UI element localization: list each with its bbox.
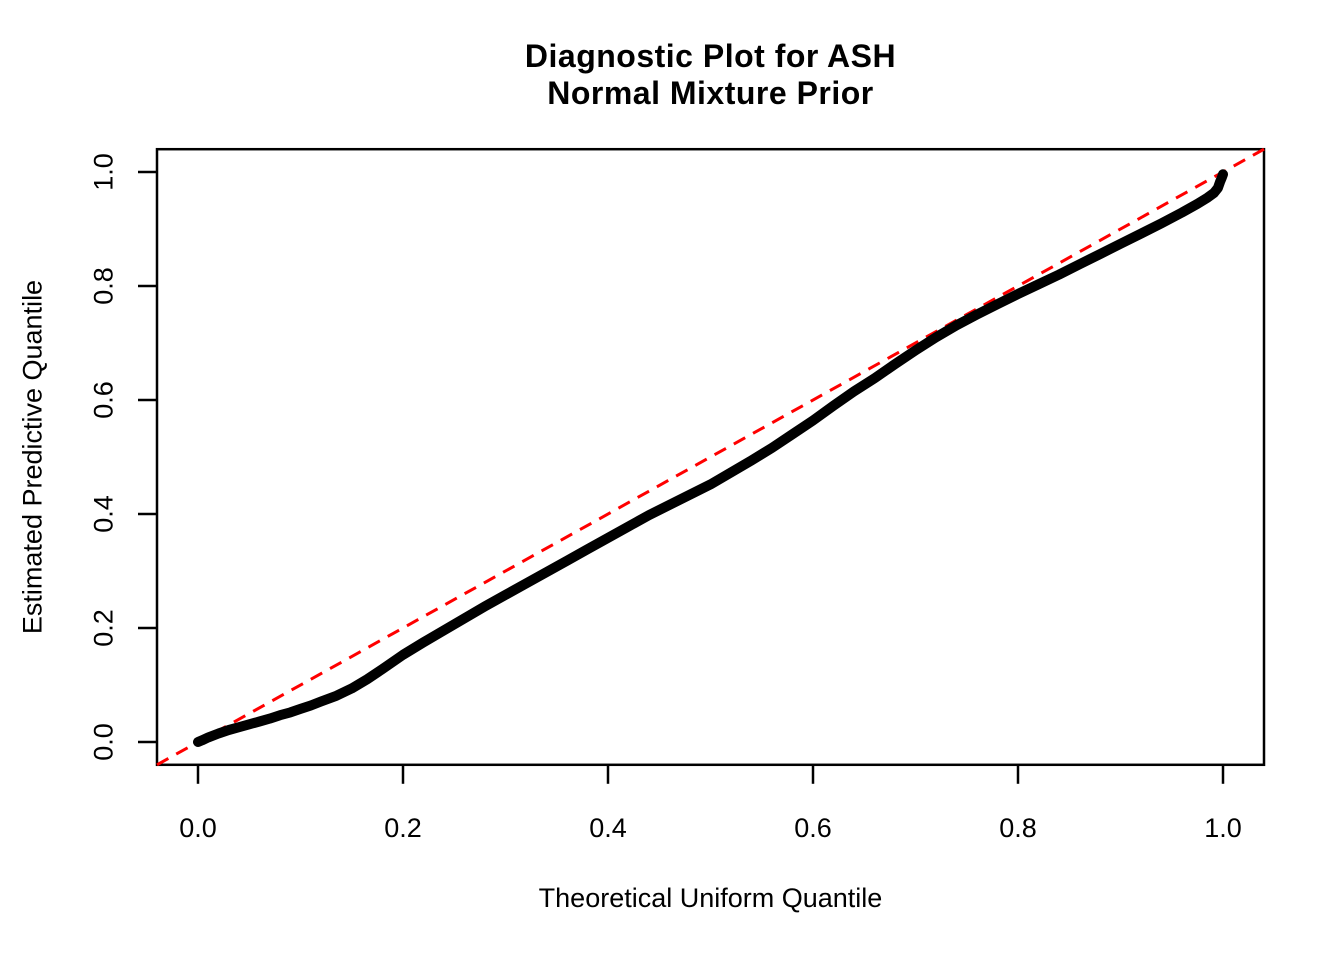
- qq-curve: [193, 169, 1228, 747]
- y-tick-label: 0.2: [88, 609, 119, 647]
- y-tick-label: 0.6: [88, 381, 119, 419]
- x-tick-label: 0.0: [179, 813, 217, 843]
- reference-diagonal-line: [156, 147, 1265, 767]
- x-tick-label: 0.4: [589, 813, 627, 843]
- x-tick-label: 1.0: [1204, 813, 1242, 843]
- plot-box: [155, 147, 1266, 767]
- y-tick-label: 0.8: [88, 267, 119, 305]
- x-tick-label: 0.2: [384, 813, 422, 843]
- y-tick-label: 0.4: [88, 495, 119, 533]
- x-tick-label: 0.6: [794, 813, 832, 843]
- x-axis-label: Theoretical Uniform Quantile: [538, 883, 883, 913]
- chart-title: Diagnostic Plot for ASH Normal Mixture P…: [157, 38, 1264, 112]
- y-tick-label: 0.0: [88, 723, 119, 761]
- x-tick-label: 0.8: [999, 813, 1037, 843]
- chart-title-line-1: Diagnostic Plot for ASH: [524, 38, 897, 74]
- y-tick-label: 1.0: [88, 153, 119, 191]
- y-axis-label: Estimated Predictive Quantile: [17, 279, 48, 635]
- chart-title-line-2: Normal Mixture Prior: [547, 75, 874, 111]
